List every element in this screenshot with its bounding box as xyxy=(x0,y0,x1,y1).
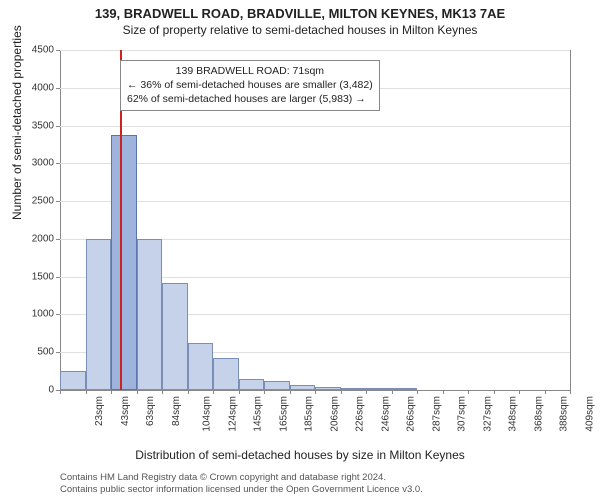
y-tick-label: 1500 xyxy=(14,271,54,282)
footer-line-2: Contains public sector information licen… xyxy=(60,484,423,496)
x-tick-mark xyxy=(545,390,546,394)
histogram-bar xyxy=(239,379,265,390)
x-tick-label: 63sqm xyxy=(145,396,156,426)
x-tick-label: 409sqm xyxy=(584,396,595,432)
plot-area: 05001000150020002500300035004000450023sq… xyxy=(60,50,570,390)
footer-attribution: Contains HM Land Registry data © Crown c… xyxy=(60,472,423,496)
x-tick-label: 287sqm xyxy=(431,396,442,432)
y-tick-mark xyxy=(56,352,60,353)
histogram-bar xyxy=(60,371,86,390)
x-tick-mark xyxy=(213,390,214,394)
x-tick-label: 388sqm xyxy=(559,396,570,432)
page-title: 139, BRADWELL ROAD, BRADVILLE, MILTON KE… xyxy=(0,6,600,21)
x-tick-label: 84sqm xyxy=(171,396,182,426)
x-tick-mark xyxy=(494,390,495,394)
x-tick-label: 145sqm xyxy=(253,396,264,432)
y-tick-label: 500 xyxy=(14,347,54,358)
histogram-bar xyxy=(111,135,137,390)
histogram-bar xyxy=(290,385,316,390)
x-tick-label: 23sqm xyxy=(94,396,105,426)
gridline xyxy=(60,50,570,51)
histogram-bar xyxy=(162,283,188,390)
histogram-bar xyxy=(392,388,418,390)
y-tick-mark xyxy=(56,88,60,89)
y-tick-mark xyxy=(56,314,60,315)
x-tick-mark xyxy=(86,390,87,394)
gridline xyxy=(60,126,570,127)
x-tick-mark xyxy=(111,390,112,394)
y-tick-mark xyxy=(56,277,60,278)
gridline xyxy=(60,163,570,164)
x-tick-mark xyxy=(468,390,469,394)
page-subtitle: Size of property relative to semi-detach… xyxy=(0,23,600,37)
x-tick-label: 104sqm xyxy=(202,396,213,432)
x-tick-label: 206sqm xyxy=(329,396,340,432)
y-tick-mark xyxy=(56,50,60,51)
x-tick-label: 348sqm xyxy=(508,396,519,432)
histogram-bar xyxy=(188,343,214,390)
x-tick-mark xyxy=(315,390,316,394)
x-tick-label: 226sqm xyxy=(355,396,366,432)
y-tick-mark xyxy=(56,201,60,202)
histogram-bar xyxy=(264,381,290,390)
y-tick-label: 3000 xyxy=(14,158,54,169)
x-tick-label: 327sqm xyxy=(482,396,493,432)
annotation-box: 139 BRADWELL ROAD: 71sqm← 36% of semi-de… xyxy=(120,60,380,111)
footer-line-1: Contains HM Land Registry data © Crown c… xyxy=(60,472,423,484)
x-tick-label: 246sqm xyxy=(380,396,391,432)
histogram-bar xyxy=(137,239,163,390)
y-tick-label: 4500 xyxy=(14,45,54,56)
x-tick-mark xyxy=(239,390,240,394)
y-tick-label: 2000 xyxy=(14,233,54,244)
histogram-chart: 05001000150020002500300035004000450023sq… xyxy=(60,50,570,430)
y-tick-mark xyxy=(56,239,60,240)
x-tick-label: 124sqm xyxy=(227,396,238,432)
y-tick-label: 4000 xyxy=(14,82,54,93)
y-axis-line xyxy=(60,50,61,390)
histogram-bar xyxy=(213,358,239,390)
x-tick-mark xyxy=(162,390,163,394)
x-tick-label: 368sqm xyxy=(533,396,544,432)
x-tick-label: 43sqm xyxy=(120,396,131,426)
histogram-bar xyxy=(366,388,392,390)
x-tick-label: 307sqm xyxy=(457,396,468,432)
y-tick-label: 1000 xyxy=(14,309,54,320)
x-tick-mark xyxy=(60,390,61,394)
histogram-bar xyxy=(315,387,341,390)
annotation-line: 62% of semi-detached houses are larger (… xyxy=(127,92,373,106)
x-tick-label: 165sqm xyxy=(278,396,289,432)
y-tick-label: 3500 xyxy=(14,120,54,131)
right-axis-line xyxy=(570,50,571,390)
x-tick-mark xyxy=(443,390,444,394)
x-tick-mark xyxy=(290,390,291,394)
x-tick-label: 266sqm xyxy=(406,396,417,432)
x-tick-mark xyxy=(137,390,138,394)
x-tick-mark xyxy=(417,390,418,394)
x-tick-mark xyxy=(392,390,393,394)
annotation-line: ← 36% of semi-detached houses are smalle… xyxy=(127,78,373,92)
x-tick-mark xyxy=(188,390,189,394)
x-tick-mark xyxy=(570,390,571,394)
y-tick-mark xyxy=(56,163,60,164)
y-tick-mark xyxy=(56,126,60,127)
x-axis-label: Distribution of semi-detached houses by … xyxy=(0,448,600,462)
annotation-line: 139 BRADWELL ROAD: 71sqm xyxy=(127,64,373,78)
x-tick-label: 185sqm xyxy=(304,396,315,432)
y-tick-label: 2500 xyxy=(14,196,54,207)
x-tick-mark xyxy=(519,390,520,394)
histogram-bar xyxy=(86,239,112,390)
histogram-bar xyxy=(341,388,367,390)
gridline xyxy=(60,201,570,202)
x-tick-mark xyxy=(264,390,265,394)
x-tick-mark xyxy=(341,390,342,394)
x-tick-mark xyxy=(366,390,367,394)
y-tick-label: 0 xyxy=(14,385,54,396)
